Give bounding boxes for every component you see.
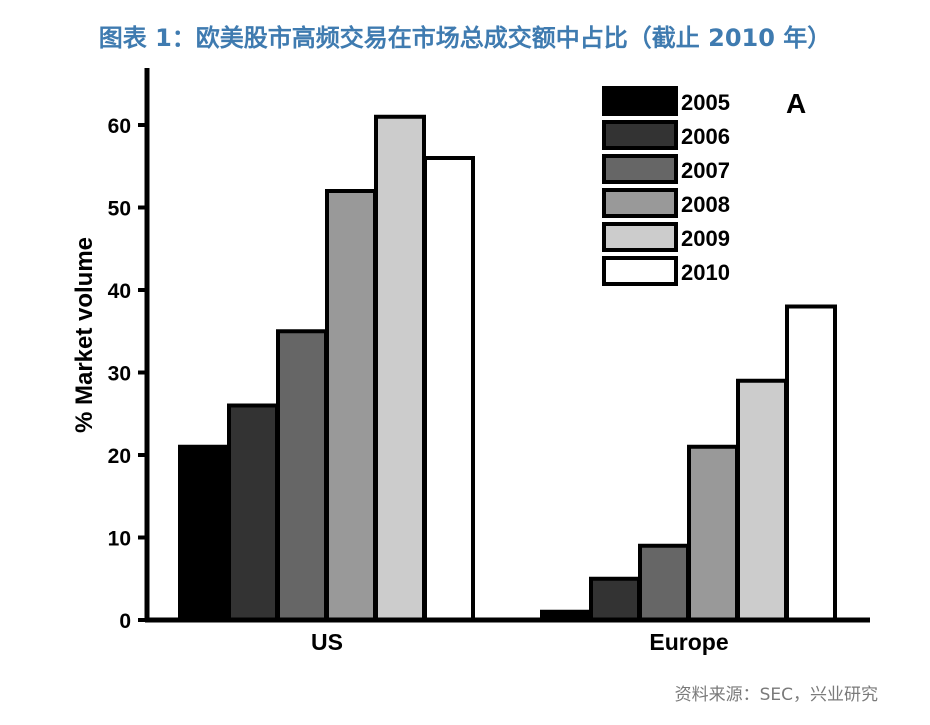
y-axis-label: % Market volume (71, 237, 98, 433)
bar-europe-2010 (785, 304, 837, 622)
legend: 2005 2006 2007 2008 2009 2010 (602, 86, 730, 286)
bar-europe-2007 (638, 543, 690, 622)
legend-label-2008: 2008 (681, 192, 730, 217)
category-label-us: US (311, 629, 343, 655)
legend-swatch-2008 (602, 188, 678, 218)
bar-us-2009 (374, 114, 426, 622)
category-label-europe: Europe (649, 629, 728, 655)
legend-label-2006: 2006 (681, 124, 730, 149)
bar-europe-2006 (589, 576, 641, 622)
legend-swatch-2009 (602, 222, 678, 252)
y-tick-label: 40 (108, 280, 131, 303)
x-axis-categories: US Europe (311, 629, 729, 655)
bar-us-2005 (178, 444, 230, 622)
source-note: 资料来源：SEC，兴业研究 (674, 685, 878, 705)
bar-us-2007 (276, 329, 328, 622)
y-tick-label: 60 (108, 115, 131, 138)
legend-label-2007: 2007 (681, 158, 730, 183)
legend-swatch-2006 (602, 120, 678, 150)
bars-layer (178, 114, 837, 622)
bar-europe-2009 (736, 378, 788, 622)
legend-label-2010: 2010 (681, 260, 730, 285)
chart-title: 图表 1：欧美股市高频交易在市场总成交额中占比（截止 2010 年） (98, 24, 832, 52)
y-tick-label: 30 (108, 363, 131, 386)
legend-swatch-2010 (602, 256, 678, 286)
y-tick-label: 20 (108, 445, 131, 468)
panel-label: A (786, 88, 806, 119)
legend-swatch-2007 (602, 154, 678, 184)
legend-swatch-2005 (602, 86, 678, 116)
y-tick-label: 0 (119, 610, 131, 633)
legend-label-2005: 2005 (681, 90, 730, 115)
bar-us-2008 (325, 189, 377, 622)
legend-label-2009: 2009 (681, 226, 730, 251)
y-axis-ticks: 0 10 20 30 40 50 60 (108, 115, 147, 633)
bar-us-2006 (227, 403, 279, 622)
bar-europe-2008 (687, 444, 739, 622)
bar-us-2010 (423, 156, 475, 622)
y-tick-label: 50 (108, 198, 131, 221)
y-tick-label: 10 (108, 528, 131, 551)
